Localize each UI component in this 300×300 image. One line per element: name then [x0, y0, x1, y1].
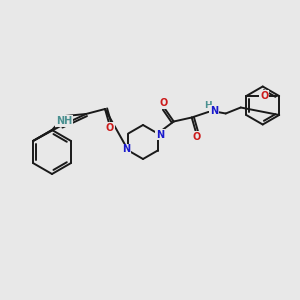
Text: O: O — [106, 123, 114, 133]
Text: N: N — [122, 145, 130, 154]
Text: O: O — [160, 98, 168, 109]
Text: N: N — [210, 106, 218, 116]
Text: O: O — [260, 91, 269, 101]
Text: O: O — [193, 131, 201, 142]
Text: H: H — [204, 101, 212, 110]
Text: N: N — [156, 130, 164, 140]
Text: NH: NH — [56, 116, 72, 126]
